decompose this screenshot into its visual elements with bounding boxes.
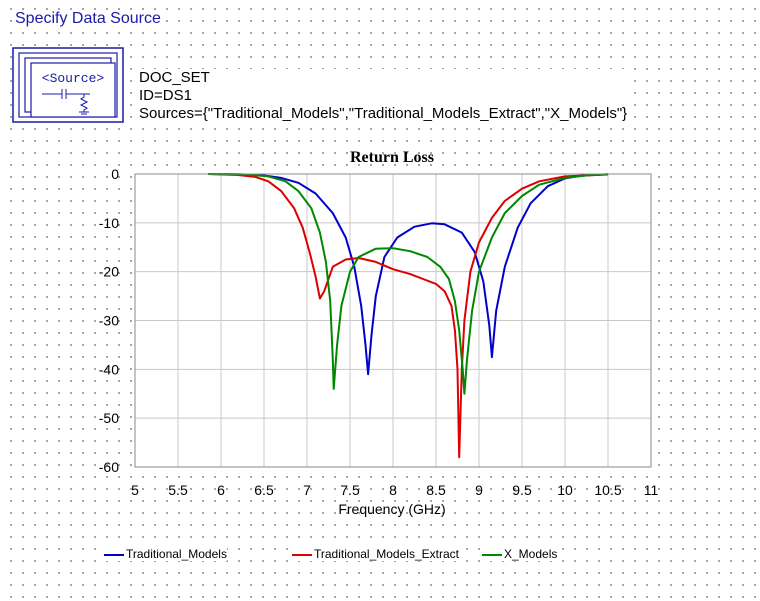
data-source-id: ID=DS1 [139, 87, 192, 104]
x-tick-label: 5.5 [168, 482, 188, 498]
legend-label: Traditional_Models_Extract [314, 547, 459, 561]
y-tick-label: -50 [99, 410, 119, 426]
x-tick-label: 6.5 [254, 482, 274, 498]
x-tick-label: 10.5 [594, 482, 621, 498]
series-line-x-models [208, 173, 609, 395]
series-line-traditional-models [208, 173, 609, 376]
chart-legend: Traditional_Models Traditional_Models_Ext… [0, 547, 760, 563]
x-tick-label: 8.5 [426, 482, 446, 498]
legend-item: Traditional_Models [104, 547, 227, 561]
y-tick-label: -60 [99, 459, 119, 475]
series-line-traditional-models-extract [208, 173, 609, 459]
data-source-properties: DOC_SET ID=DS1 Sources={"Traditional_Mod… [139, 69, 628, 123]
chart-title: Return Loss [350, 149, 434, 166]
x-tick-label: 5 [131, 482, 139, 498]
y-tick-label: 0 [111, 166, 119, 182]
legend-swatch [292, 553, 312, 556]
legend-swatch [104, 553, 124, 556]
x-tick-label: 7.5 [340, 482, 360, 498]
x-tick-label: 7 [303, 482, 311, 498]
data-source-list: Sources={"Traditional_Models","Tradition… [139, 105, 628, 122]
legend-item: X_Models [482, 547, 558, 561]
y-tick-label: -20 [99, 264, 119, 280]
y-tick-label: -10 [99, 215, 119, 231]
x-axis-label: Frequency (GHz) [338, 501, 445, 517]
y-tick-label: -30 [99, 313, 119, 329]
legend-label: X_Models [504, 547, 558, 561]
x-tick-label: 9 [475, 482, 483, 498]
x-tick-label: 9.5 [512, 482, 532, 498]
x-tick-label: 10 [557, 482, 573, 498]
source-icon-label: <Source> [42, 71, 105, 86]
legend-swatch [482, 553, 502, 556]
tick-labels: 5 5.5 6 6.5 7 7.5 8 8.5 9 9.5 10 10.5 11 0 -10 -20 -30 -4… [99, 166, 659, 498]
x-tick-label: 11 [644, 482, 659, 498]
data-source-icon[interactable]: <Source> [12, 47, 124, 123]
legend-item: Traditional_Models_Extract [292, 547, 459, 561]
x-tick-label: 6 [217, 482, 225, 498]
x-tick-label: 8 [389, 482, 397, 498]
y-tick-label: -40 [99, 361, 119, 377]
data-source-name: DOC_SET [139, 69, 210, 86]
legend-label: Traditional_Models [126, 547, 227, 561]
data-series [208, 173, 609, 459]
page-title: Specify Data Source [13, 10, 163, 28]
